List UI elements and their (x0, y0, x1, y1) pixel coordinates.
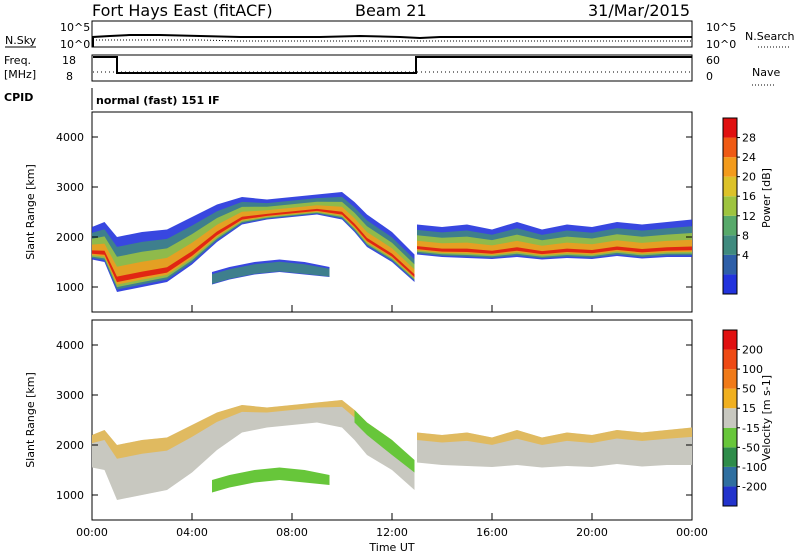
freq-panel (91, 54, 693, 82)
nsearch-trace (93, 39, 692, 42)
colorbar-tick-label: 200 (742, 344, 763, 357)
y-tick-label: 2000 (56, 231, 84, 244)
x-tick-label: 16:00 (476, 526, 508, 539)
x-axis-label: Time UT (368, 541, 414, 554)
colorbar-tick-label: -200 (742, 480, 767, 493)
colorbar-tick-label: 28 (742, 132, 756, 145)
colorbar-segment (723, 330, 737, 350)
colorbar-segment (723, 408, 737, 428)
velocity-ylabel: Slant Range [km] (24, 372, 37, 468)
colorbar-tick-label: -100 (742, 461, 767, 474)
colorbar-segment (723, 447, 737, 467)
power-colorbar-label: Power [dB] (760, 168, 773, 228)
freq-tick-top: 18 (62, 54, 76, 67)
beam-label: Beam 21 (355, 1, 427, 20)
date-label: 31/Mar/2015 (588, 1, 690, 20)
y-tick-label: 3000 (56, 389, 84, 402)
freq-tick-bottom: 8 (66, 70, 73, 83)
x-tick-label: 00:00 (76, 526, 108, 539)
nave-label: Nave (752, 66, 780, 79)
colorbar-segment (723, 137, 737, 158)
colorbar-segment (723, 118, 737, 138)
y-tick-label: 4000 (56, 339, 84, 352)
chart-marks: 4000 3000 2000 1000 4000 3000 2000 1000 00:00 04:… (56, 117, 767, 539)
y-tick-label: 3000 (56, 181, 84, 194)
colorbar-segment (723, 254, 737, 275)
x-tick-label: 00:00 (676, 526, 708, 539)
colorbar-segment (723, 196, 737, 216)
colorbar-tick-label: 4 (742, 249, 749, 262)
y-tick-label: 1000 (56, 489, 84, 502)
colorbar-segment (723, 215, 737, 236)
velocity-green-feature (212, 467, 330, 493)
colorbar-tick-label: 20 (742, 171, 756, 184)
x-tick-label: 20:00 (576, 526, 608, 539)
nave-tick-top: 60 (706, 54, 720, 67)
x-tick-label: 08:00 (276, 526, 308, 539)
power-panel-frame (91, 111, 693, 313)
colorbar-segment (723, 274, 737, 294)
freq-unit: [MHz] (4, 68, 36, 81)
colorbar-segment (723, 157, 737, 177)
colorbar-frame (722, 329, 738, 507)
power-echo-layer (92, 208, 415, 283)
nsky-tick-bottom: 10^0 (60, 38, 90, 51)
colorbar-segment (723, 235, 737, 255)
velocity-green-feature (354, 410, 415, 473)
power-echo-layer (212, 261, 330, 284)
nsky-trace (92, 34, 692, 47)
nsearch-tick-bottom: 10^0 (706, 38, 736, 51)
colorbar-tick-label: 15 (742, 402, 756, 415)
colorbar-segment (723, 369, 737, 389)
y-tick-label: 1000 (56, 281, 84, 294)
velocity-colorbar-label: Velocity [m s-1] (760, 375, 773, 461)
colorbar-tick-label: -15 (742, 422, 760, 435)
freq-trace (93, 56, 692, 74)
colorbar-segment (723, 466, 737, 487)
colorbar-segment (723, 176, 737, 197)
nave-tick-bottom: 0 (706, 70, 713, 83)
colorbar-tick-label: 50 (742, 383, 756, 396)
colorbar-tick-label: 12 (742, 210, 756, 223)
x-tick-label: 04:00 (176, 526, 208, 539)
colorbar-tick-label: 24 (742, 151, 756, 164)
freq-label: Freq. (4, 54, 31, 67)
colorbar-tick-label: 100 (742, 363, 763, 376)
power-ylabel: Slant Range [km] (24, 164, 37, 260)
power-echo-layer (417, 246, 692, 255)
nsearch-tick-top: 10^5 (706, 21, 736, 34)
colorbar-tick-label: 16 (742, 190, 756, 203)
colorbar-tick-label: 8 (742, 229, 749, 242)
nsky-panel (91, 20, 693, 48)
x-tick-label: 12:00 (376, 526, 408, 539)
colorbar-segment (723, 349, 737, 370)
nsearch-label: N.Search (745, 30, 795, 43)
colorbar-segment (723, 486, 737, 506)
nsky-tick-top: 10^5 (60, 21, 90, 34)
velocity-panel-frame (91, 319, 693, 521)
colorbar-tick-label: -50 (742, 441, 760, 454)
y-tick-label: 2000 (56, 439, 84, 452)
y-tick-label: 4000 (56, 131, 84, 144)
velocity-echo-layer (417, 427, 692, 445)
colorbar-segment (723, 388, 737, 409)
cpid-mode-text: normal (fast) 151 IF (96, 94, 220, 107)
velocity-echo-band (92, 400, 415, 500)
colorbar-frame (722, 117, 738, 295)
cpid-label: CPID (4, 91, 33, 104)
nsky-label: N.Sky (5, 34, 37, 47)
colorbar-segment (723, 427, 737, 448)
station-title: Fort Hays East (fitACF) (92, 1, 273, 20)
